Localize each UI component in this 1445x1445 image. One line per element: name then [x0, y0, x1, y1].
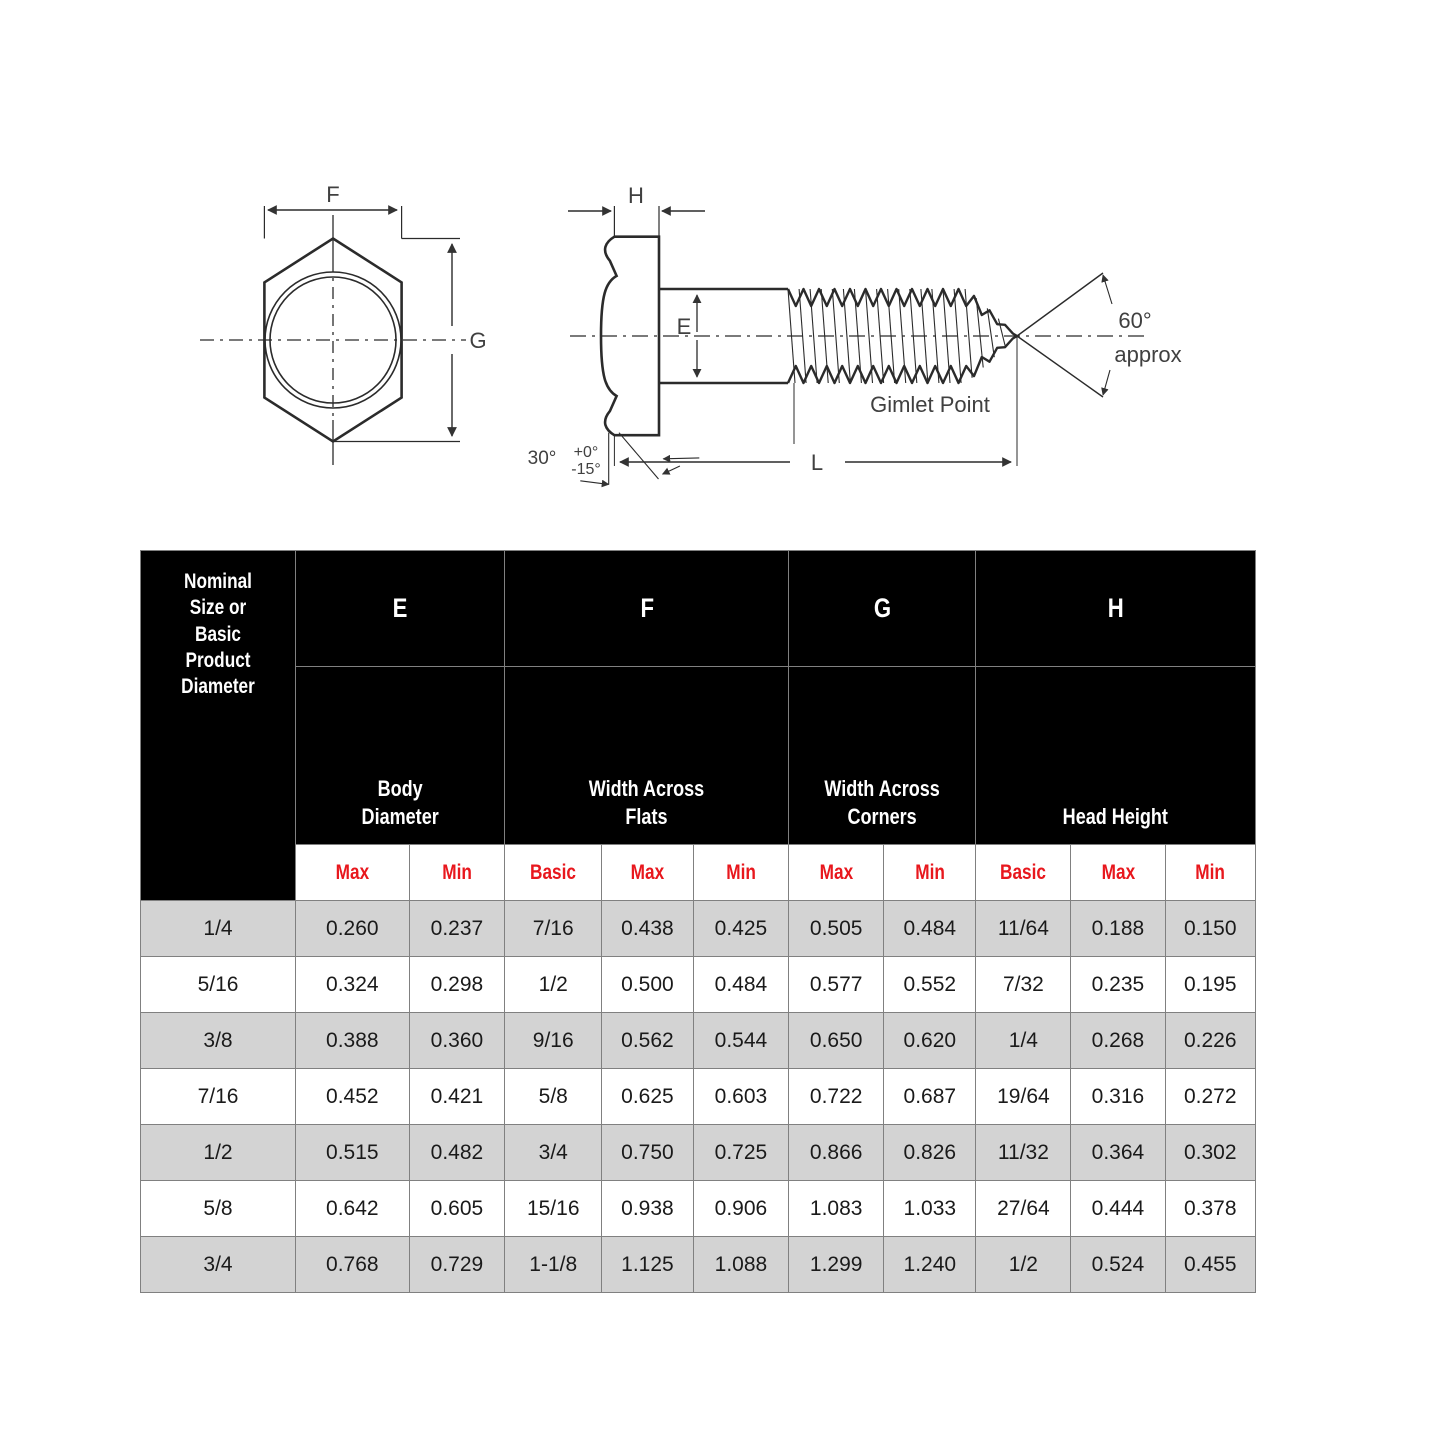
svg-text:60°: 60° [1118, 308, 1151, 333]
svg-text:-15°: -15° [571, 461, 601, 478]
svg-text:F: F [326, 182, 339, 207]
svg-text:H: H [628, 183, 644, 208]
svg-text:Gimlet Point: Gimlet Point [870, 392, 990, 417]
svg-text:G: G [469, 328, 486, 353]
svg-text:E: E [677, 314, 692, 339]
svg-text:30°: 30° [528, 448, 557, 469]
svg-text:approx: approx [1114, 342, 1181, 367]
svg-text:L: L [811, 450, 823, 475]
svg-text:+0°: +0° [574, 444, 599, 461]
